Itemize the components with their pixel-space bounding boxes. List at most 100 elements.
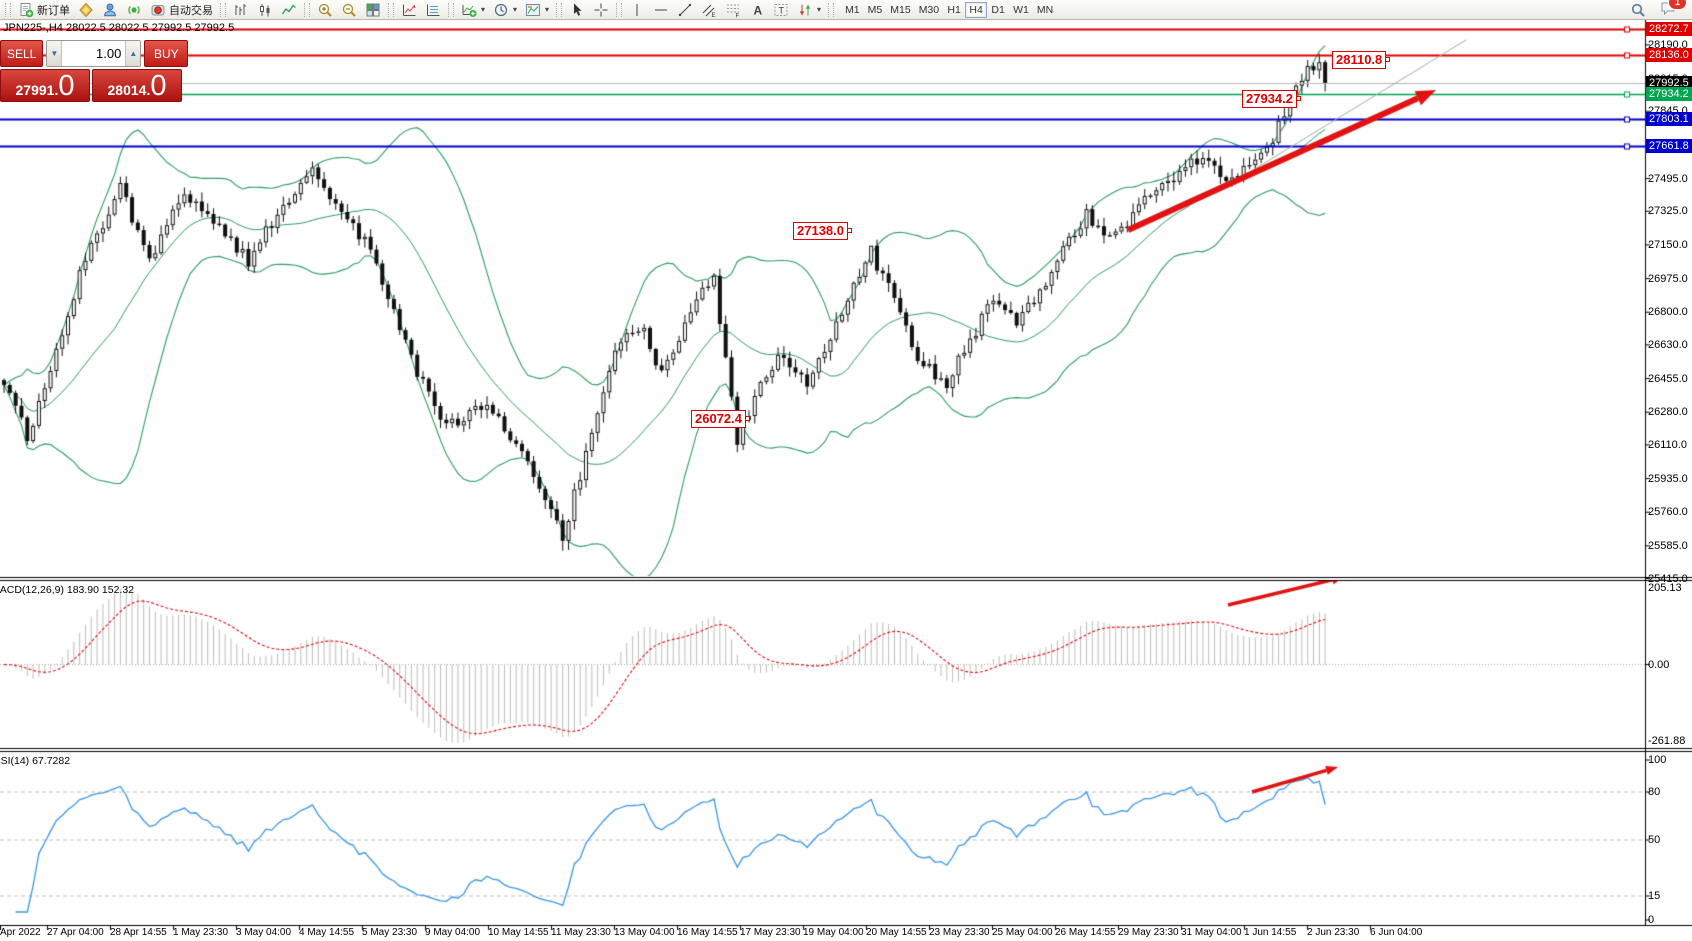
toolbar-right: 1 <box>1626 0 1690 21</box>
add-indicator-button[interactable]: ▾ <box>457 1 489 19</box>
svg-text:F: F <box>736 13 740 18</box>
chart-workspace: JPN225-,H4 28022.5 28022.5 27992.5 27992… <box>0 20 1692 941</box>
date-label: 25 May 04:00 <box>992 927 1053 938</box>
volume-decrease-button[interactable]: ▼ <box>47 41 63 66</box>
sell-price[interactable]: 27991. 0 <box>0 69 90 102</box>
templates-button[interactable]: ▾ <box>521 1 553 19</box>
price-callout[interactable]: 27934.2 <box>1242 90 1301 108</box>
date-label: 2 Jun 23:30 <box>1307 927 1360 938</box>
timeframe-m5[interactable]: M5 <box>864 2 887 18</box>
price-tick: 28190.0 <box>1648 38 1688 51</box>
buy-price[interactable]: 28014. 0 <box>92 69 182 102</box>
crosshair-icon <box>594 3 608 16</box>
trendline-tool-button[interactable] <box>673 1 697 19</box>
toolbar-separator <box>616 2 623 17</box>
timeframe-m1[interactable]: M1 <box>841 2 864 18</box>
timeframe-mn[interactable]: MN <box>1033 2 1057 18</box>
bar-chart-button[interactable] <box>229 1 253 19</box>
volume-stepper: ▼ ▲ <box>46 40 142 67</box>
indicators-button[interactable] <box>397 1 421 19</box>
templates-icon <box>526 3 541 16</box>
date-label: 1 May 23:30 <box>173 927 229 938</box>
candlestick-chart-button[interactable] <box>253 1 277 19</box>
date-label: 1 Jun 14:55 <box>1244 927 1297 938</box>
date-label: 16 May 14:55 <box>677 927 738 938</box>
price-callout[interactable]: 28110.8 <box>1332 51 1391 69</box>
cursor-icon <box>574 3 582 16</box>
price-callout[interactable]: 26072.4 <box>691 410 750 428</box>
rsi-axis-label: 50 <box>1648 834 1661 846</box>
date-label: 9 May 04:00 <box>425 927 481 938</box>
chevron-down-icon: ▾ <box>513 5 518 14</box>
timeframe-m30[interactable]: M30 <box>915 2 943 18</box>
timeframe-m15[interactable]: M15 <box>886 2 914 18</box>
cursor-tool-button[interactable] <box>565 1 589 19</box>
line-chart-icon <box>281 3 296 14</box>
one-click-trading-panel: SELL ▼ ▲ BUY 27991.0 28014.0 <box>0 40 189 102</box>
horizontal-line-tool-button[interactable] <box>649 1 673 19</box>
date-axis[interactable]: Apr 2022 27 Apr 04:00 28 Apr 14:55 1 May 23… <box>0 926 1692 941</box>
new-order-icon <box>20 2 34 17</box>
svg-text:T: T <box>779 5 785 15</box>
date-label: 10 May 14:55 <box>488 927 549 938</box>
timeframe-d1[interactable]: D1 <box>987 2 1009 18</box>
price-tick: 27325.0 <box>1648 205 1688 218</box>
price-tick: 26110.0 <box>1648 438 1687 451</box>
price-tick: 26800.0 <box>1648 306 1688 319</box>
timeframe-h1[interactable]: H1 <box>943 2 965 18</box>
timeframe-w1[interactable]: W1 <box>1009 2 1033 18</box>
bar-chart-icon <box>235 3 246 15</box>
fibonacci-tool-button[interactable]: F <box>721 1 745 19</box>
date-label: Apr 2022 <box>0 927 41 938</box>
text-label-tool-button[interactable]: T <box>769 1 793 19</box>
indicator-list-button[interactable] <box>421 1 445 19</box>
sell-price-main: 27991 <box>15 82 55 98</box>
price-tick: 26630.0 <box>1648 338 1688 351</box>
date-label: 29 May 23:30 <box>1118 927 1179 938</box>
crosshair-tool-button[interactable] <box>589 1 613 19</box>
vertical-line-tool-button[interactable] <box>625 1 649 19</box>
date-label: 20 May 14:55 <box>866 927 927 938</box>
arrows-tool-button[interactable]: ▾ <box>793 1 825 19</box>
price-tick: 26280.0 <box>1648 406 1688 419</box>
date-label: 23 May 23:30 <box>929 927 990 938</box>
sell-price-big-digit: 0 <box>58 70 75 102</box>
search-button[interactable] <box>1626 1 1650 19</box>
price-level-badge: 27992.5 <box>1646 75 1692 90</box>
line-chart-button[interactable] <box>277 1 301 19</box>
trendline-icon <box>678 3 692 16</box>
new-order-button[interactable]: 新订单 <box>14 1 74 19</box>
zoom-in-button[interactable] <box>313 1 337 19</box>
periods-button[interactable]: ▾ <box>489 1 521 19</box>
sell-button[interactable]: SELL <box>0 40 44 67</box>
community-button[interactable] <box>98 1 122 19</box>
chevron-down-icon: ▾ <box>481 5 486 14</box>
price-tick: 25935.0 <box>1648 472 1688 485</box>
text-tool-button[interactable]: A <box>745 1 769 19</box>
channel-tool-button[interactable]: E <box>697 1 721 19</box>
price-tick: 27495.0 <box>1648 172 1688 185</box>
signals-button[interactable] <box>122 1 146 19</box>
price-axis[interactable]: 28190.028015.027845.027495.027325.027150… <box>1646 20 1692 926</box>
chart-canvas[interactable] <box>0 20 1692 941</box>
timeframe-h4[interactable]: H4 <box>965 1 988 18</box>
price-callout[interactable]: 27138.0 <box>793 222 852 240</box>
tile-windows-button[interactable] <box>361 1 385 19</box>
price-level-badge: 27803.1 <box>1646 112 1692 127</box>
metaeditor-button[interactable] <box>74 1 98 19</box>
hline-icon <box>655 9 668 10</box>
date-label: 6 Jun 04:00 <box>1370 927 1423 938</box>
chevron-down-icon: ▾ <box>545 5 550 14</box>
price-tick: 25415.0 <box>1648 572 1688 585</box>
buy-price-main: 28014 <box>107 82 147 98</box>
buy-button[interactable]: BUY <box>144 40 189 67</box>
date-label: 4 May 14:55 <box>299 927 355 938</box>
new-order-label: 新订单 <box>37 4 70 17</box>
signals-icon <box>128 5 140 14</box>
macd-axis-zero: 0.00 <box>1648 658 1670 671</box>
price-tick: 27150.0 <box>1648 238 1688 251</box>
zoom-out-button[interactable] <box>337 1 361 19</box>
volume-increase-button[interactable]: ▲ <box>125 41 141 66</box>
autotrading-button[interactable]: 自动交易 <box>146 1 217 19</box>
volume-input[interactable] <box>62 41 126 66</box>
